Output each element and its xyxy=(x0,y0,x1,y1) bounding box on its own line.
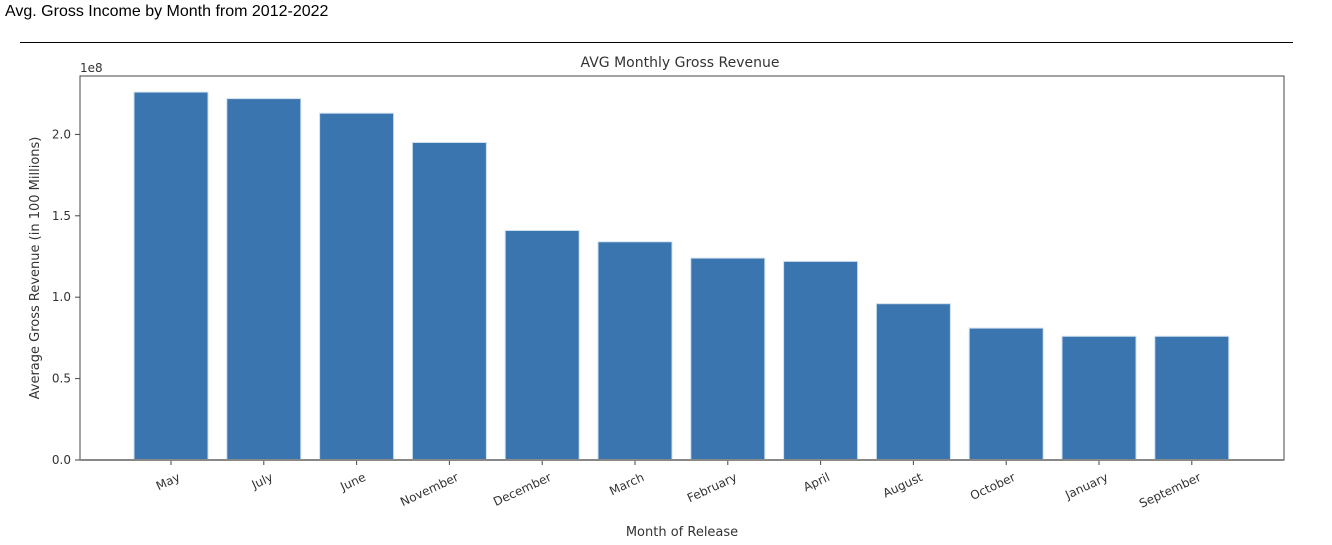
bar-january xyxy=(1061,335,1137,461)
bar-june xyxy=(319,112,395,461)
y-tick-label: 1.5 xyxy=(52,209,71,223)
y-axis-label: Average Gross Revenue (in 100 Millions) xyxy=(28,137,43,400)
bar-december xyxy=(504,230,580,461)
x-tick-label-august: August xyxy=(881,470,925,501)
x-tick-label-december: December xyxy=(491,470,553,509)
x-tick-label-september: September xyxy=(1137,470,1203,511)
bar-march xyxy=(597,241,673,461)
x-tick-label-october: October xyxy=(968,470,1018,503)
x-tick-label-july: July xyxy=(249,470,275,492)
bars-layer xyxy=(133,91,1230,461)
x-tick-label-january: January xyxy=(1062,470,1110,502)
x-tick-label-march: March xyxy=(607,470,646,498)
bar-july xyxy=(226,98,302,461)
y-tick-label: 1.0 xyxy=(52,290,71,304)
bar-august xyxy=(875,303,951,461)
bar-february xyxy=(690,257,766,461)
bar-november xyxy=(411,142,487,461)
x-tick-label-november: November xyxy=(398,470,461,509)
y-tick-label: 2.0 xyxy=(52,127,71,141)
x-axis-label: Month of Release xyxy=(626,525,738,540)
x-axis-ticks: May July June November December March February… xyxy=(154,460,1203,511)
y-tick-label: 0.5 xyxy=(52,372,71,386)
y-axis-ticks: 0.0 0.5 1.0 1.5 2.0 xyxy=(52,127,80,467)
x-tick-label-april: April xyxy=(801,470,832,494)
bar-october xyxy=(968,327,1044,461)
page-heading: Avg. Gross Income by Month from 2012-202… xyxy=(5,3,329,20)
y-tick-label: 0.0 xyxy=(52,453,71,467)
bar-may xyxy=(133,91,209,461)
bar-april xyxy=(783,260,859,461)
x-tick-label-february: February xyxy=(685,470,739,505)
bar-september xyxy=(1154,335,1230,461)
x-tick-label-june: June xyxy=(337,470,368,494)
x-tick-label-may: May xyxy=(154,470,182,493)
chart-title: AVG Monthly Gross Revenue xyxy=(581,55,780,71)
y-axis-offset-label: 1e8 xyxy=(80,61,103,75)
heading-divider xyxy=(20,42,1293,43)
